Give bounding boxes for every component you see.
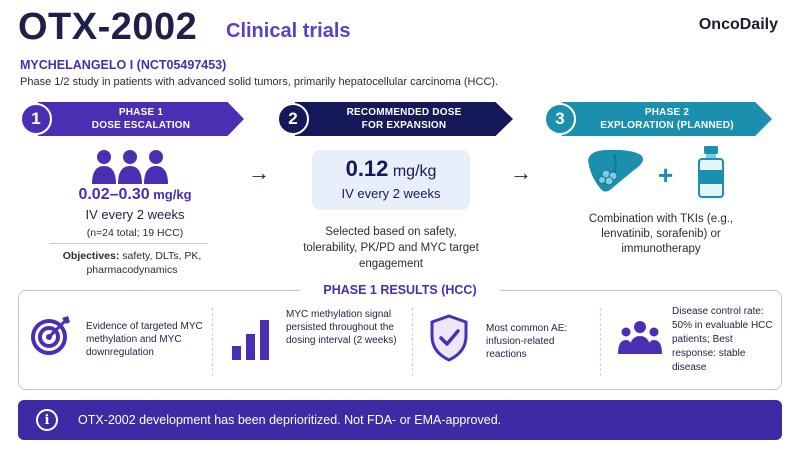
result-disease-control: Disease control rate: 50% in evaluable H… [672,306,773,373]
trial-name: MYCHELANGELO I (NCT05497453) [20,58,227,72]
people-group-icon [92,150,168,184]
brand-logo: OncoDaily [698,16,778,33]
info-icon: i [36,409,58,431]
recommended-dose-value: 0.12 [345,156,389,181]
recommended-dose-box [312,150,470,210]
phase1-dose-value: 0.02–0.30 [78,186,150,203]
results-title-background [300,282,500,300]
phase1-dose: 0.02–0.30 mg/kg [60,186,210,204]
objectives-label: Objectives: [62,250,120,262]
separator [212,308,213,376]
phase1-schedule: IV every 2 weeks [85,207,185,222]
result-targeted-methylation: Evidence of targeted MYC methylation and… [86,321,203,358]
divider [50,243,208,244]
vial-icon [698,146,724,198]
disclaimer-bar [18,400,782,440]
step-3-label-line1: PHASE 2 [644,107,690,118]
recommended-rationale: Selected based on safety, tolerability, … [303,226,479,270]
recommended-dose: 0.12 mg/kg [312,156,470,182]
result-common-ae: Most common AE: infusion-related reactio… [486,323,568,360]
separator [600,308,601,376]
disclaimer-text: OTX-2002 development has been deprioriti… [78,413,502,427]
patients-icon [618,321,662,354]
step-2-label-line2: FOR EXPANSION [361,120,447,131]
trial-description: Phase 1/2 study in patients with advance… [20,76,499,88]
phase1-dose-unit: mg/kg [149,187,192,202]
step-2-banner: RECOMMENDED DOSE FOR EXPANSION [295,102,513,136]
separator [412,308,413,376]
phase1-enrollment: (n=24 total; 19 HCC) [86,227,184,239]
result-methylation-persistence: MYC methylation signal persisted through… [286,309,397,346]
step-1-banner: PHASE 1 DOSE ESCALATION [38,102,244,136]
phase2-combination: Combination with TKIs (e.g., lenvatinib,… [588,213,734,255]
step-3-number: 3 [544,103,576,135]
step-2-number: 2 [277,103,309,135]
phase1-objectives: Objectives: safety, DLTs, PK, pharmacody… [54,250,210,277]
step-3-label-line2: EXPLORATION (PLANNED) [600,120,734,131]
step-3-banner: PHASE 2 EXPLORATION (PLANNED) [562,102,772,136]
recommended-schedule: IV every 2 weeks [341,186,441,201]
arrow-right-icon: → [248,160,270,185]
bar-chart-icon [232,320,269,360]
page-subtitle: Clinical trials [226,20,351,42]
drug-title: OTX-2002 [18,6,198,48]
step-1-label-line2: DOSE ESCALATION [91,120,191,131]
step-1-number: 1 [20,103,52,135]
target-icon [31,316,70,355]
results-title: PHASE 1 RESULTS (HCC) [323,283,477,297]
objectives-text: safety, DLTs, PK, pharmacodynamics [86,250,202,276]
shield-check-icon [430,314,468,362]
step-2-label-line1: RECOMMENDED DOSE [346,107,462,118]
plus-icon: + [658,160,674,190]
arrow-right-icon: → [510,160,532,185]
liver-icon [588,149,643,192]
recommended-dose-unit: mg/kg [388,163,437,180]
step-1-label-line1: PHASE 1 [118,107,164,118]
